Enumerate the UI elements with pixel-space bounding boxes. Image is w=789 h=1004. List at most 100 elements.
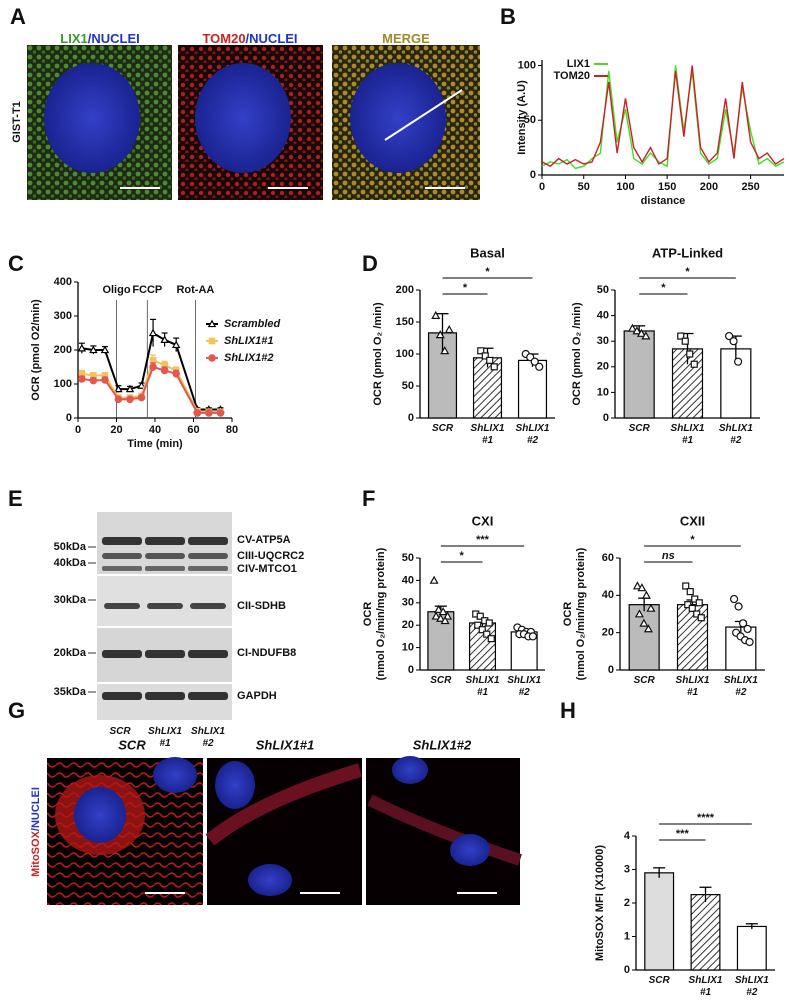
y-tick-label: 0 xyxy=(530,169,536,181)
label-part: MitoSOX xyxy=(30,830,42,876)
x-tick-label: ShLIX1 #1 xyxy=(465,675,500,698)
data-point xyxy=(126,395,134,404)
x-tick-label: 250 xyxy=(741,181,759,193)
x-tick-label: SCR xyxy=(628,423,650,434)
x-tick-label: ShLIX1 #1 xyxy=(688,975,723,998)
significance-label: ns xyxy=(662,550,675,562)
y-tick-label: 300 xyxy=(54,310,72,322)
data-point xyxy=(137,381,146,389)
category-label-box: SCR xyxy=(432,423,453,434)
x-tick-label: 200 xyxy=(700,181,718,193)
chart-title: Basal xyxy=(470,245,505,260)
data-point xyxy=(686,350,694,358)
data-point xyxy=(137,393,146,402)
y-axis-label: OCR (pmol O2/min) xyxy=(30,299,42,401)
band-label: GAPDH xyxy=(237,690,277,702)
data-point xyxy=(149,363,157,371)
x-tick-label: 150 xyxy=(658,181,676,193)
data-point xyxy=(444,324,454,334)
panel-label: F xyxy=(362,486,375,511)
panel-label: E xyxy=(8,486,23,511)
data-point xyxy=(77,343,87,352)
y-axis-label: OCR (pmol O₂ /min) xyxy=(571,302,583,406)
data-point xyxy=(205,409,213,417)
data-point xyxy=(148,328,158,337)
y-tick-label: 3 xyxy=(624,863,630,875)
significance-label: * xyxy=(690,534,695,546)
data-point xyxy=(486,356,494,364)
legend-marker xyxy=(208,354,216,362)
data-point xyxy=(171,340,181,349)
y-tick-label: 10 xyxy=(402,642,414,654)
data-point xyxy=(476,612,484,620)
y-tick-label: 50 xyxy=(597,284,609,296)
x-tick-label: 100 xyxy=(616,181,634,193)
category-label-box: SCR xyxy=(430,675,452,686)
data-point xyxy=(688,604,696,612)
x-tick-label: 60 xyxy=(187,424,199,436)
category-label-box: ShLIX1 #1 xyxy=(471,423,505,446)
data-point xyxy=(89,345,98,354)
y-axis-label: Intensity (A.U) xyxy=(516,80,528,155)
data-point xyxy=(641,590,651,599)
y-axis-sublabel: (nmol O₂/min/mg protein) xyxy=(375,547,387,680)
legend-label: ShLIX1#1 xyxy=(224,335,274,347)
chart-title: CXI xyxy=(472,513,494,528)
x-tick-label: SCR xyxy=(430,675,452,686)
x-tick-label: ShLIX1 #2 xyxy=(734,975,769,998)
y-tick-label: 20 xyxy=(602,627,614,639)
data-point xyxy=(440,615,450,625)
category-label-box: ShLIX1 #1 xyxy=(465,675,500,698)
data-point xyxy=(431,310,441,319)
x-tick-label: ShLIX1 #2 xyxy=(507,675,542,698)
y-tick-label: 0 xyxy=(408,412,414,424)
y-tick-label: 400 xyxy=(54,276,72,288)
data-point xyxy=(535,362,544,371)
row-label: MitoSOX/NUCLEI xyxy=(30,787,42,877)
y-tick-label: 40 xyxy=(597,310,609,322)
data-point xyxy=(724,331,734,341)
data-point xyxy=(477,347,485,355)
ladder-label: 40kDa xyxy=(54,557,87,569)
y-axis-label: OCR xyxy=(562,602,574,627)
panel-label: D xyxy=(362,251,378,276)
category-label-box: ShLIX1 #2 xyxy=(516,423,550,446)
data-point xyxy=(216,409,225,417)
data-point xyxy=(474,621,482,629)
bar xyxy=(628,604,660,671)
data-point xyxy=(636,328,646,337)
data-point xyxy=(677,332,685,340)
legend-marker xyxy=(208,337,216,345)
x-tick-label: 0 xyxy=(75,424,81,436)
data-point xyxy=(684,601,692,609)
annotation-label: Oligo xyxy=(102,284,130,296)
data-point xyxy=(434,604,444,613)
x-tick-label: 80 xyxy=(226,424,238,436)
data-point xyxy=(734,602,743,611)
data-point xyxy=(440,346,450,355)
ladder-label: 20kDa xyxy=(54,647,87,659)
y-tick-label: 0 xyxy=(624,964,630,976)
y-axis-label: OCR (pmol O₂ /min) xyxy=(372,302,384,406)
data-point xyxy=(478,626,486,634)
y-tick-label: 0 xyxy=(608,664,614,676)
data-point xyxy=(697,614,705,622)
data-point xyxy=(436,613,446,622)
legend-label: ShLIX1#2 xyxy=(224,352,274,364)
y-tick-label: 50 xyxy=(402,380,414,392)
data-point xyxy=(693,610,701,618)
data-point xyxy=(160,335,169,343)
band-label: CIV-MTCO1 xyxy=(237,563,297,575)
ladder-label: 35kDa xyxy=(54,686,87,698)
y-tick-label: 20 xyxy=(402,619,414,631)
y-tick-label: 0 xyxy=(603,412,609,424)
category-label-box: SCR xyxy=(628,423,650,434)
legend-marker xyxy=(207,319,217,328)
data-point xyxy=(487,635,495,643)
x-tick-label: SCR xyxy=(633,675,655,686)
category-label-box: SCR xyxy=(649,975,670,986)
y-axis-label: MitoSOX MFI (X10000) xyxy=(594,845,606,961)
y-tick-label: 10 xyxy=(597,386,609,398)
data-point xyxy=(743,624,752,634)
